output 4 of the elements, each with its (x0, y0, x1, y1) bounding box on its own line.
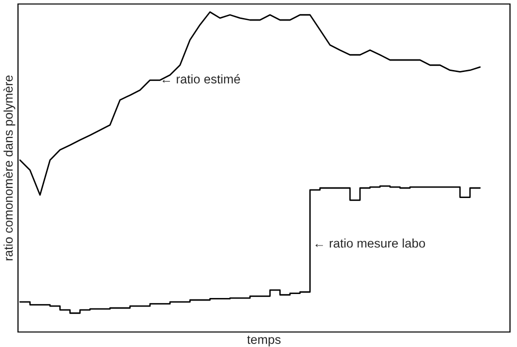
series-label: ← ratio mesure labo (316, 238, 426, 248)
series-label: ← ratio estimé (162, 74, 240, 84)
y-axis-title: ratio comonomère dans polymère (3, 75, 16, 260)
x-axis-title: temps (247, 336, 281, 346)
